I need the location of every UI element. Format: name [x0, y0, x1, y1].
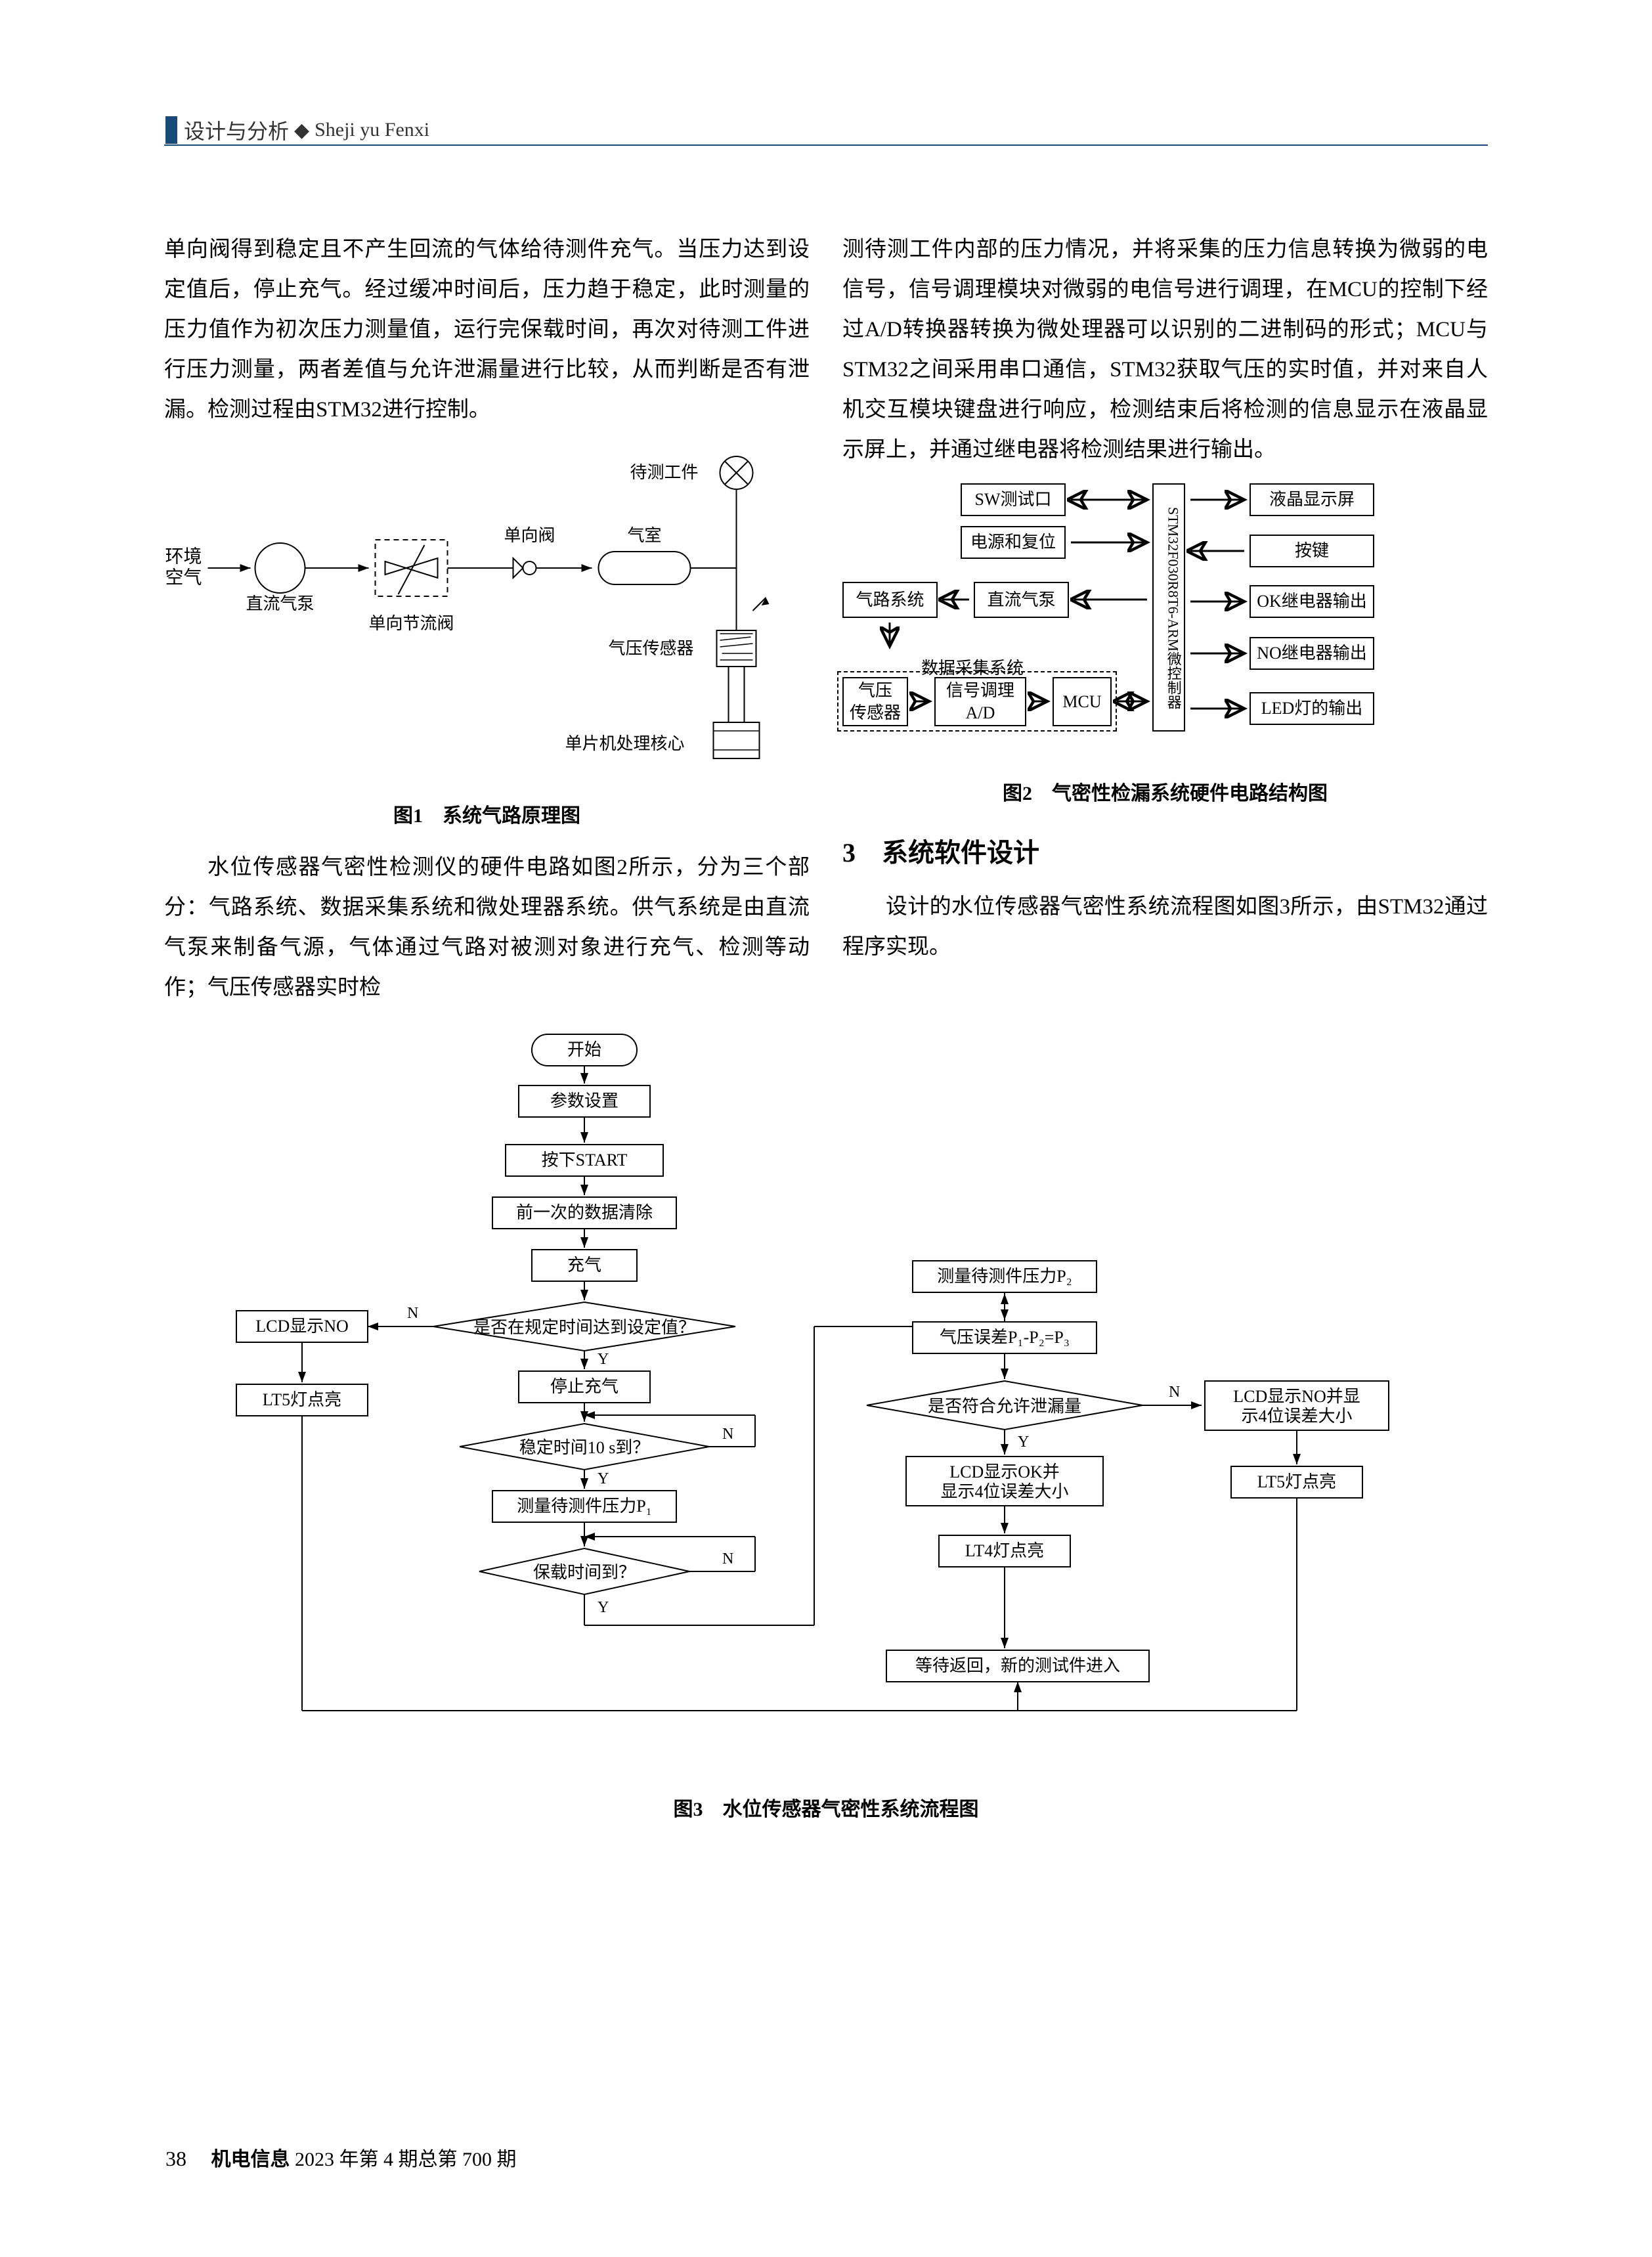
fig1-caption: 图1 系统气路原理图: [164, 798, 810, 835]
f3-hold: 保载时间到？: [533, 1563, 636, 1582]
svg-text:待测工件: 待测工件: [630, 463, 698, 482]
header-diamond: ◆: [294, 119, 309, 142]
fig2-led: LED灯的输出: [1250, 692, 1374, 725]
f3-p3: 气压误差P₁-P₂=P₃: [940, 1328, 1070, 1347]
f3-start: 开始: [567, 1040, 601, 1059]
fig2-stm32: STM32F030R8T6-ARM微控制器: [1160, 493, 1186, 723]
f3-stable: 稳定时间10 s到？: [519, 1438, 650, 1457]
col1-para1: 单向阀得到稳定且不产生回流的气体给待测件充气。当压力达到设定值后，停止充气。经过…: [164, 230, 810, 430]
header-rule: [164, 144, 1488, 146]
col2-para2: 设计的水位传感器气密性系统流程图如图3所示，由STM32通过程序实现。: [842, 887, 1488, 967]
svg-text:单向节流阀: 单向节流阀: [368, 614, 454, 633]
column-right: 测待测工件内部的压力情况，并将采集的压力信息转换为微弱的电信号，信号调理模块对微…: [842, 230, 1488, 1008]
column-left: 单向阀得到稳定且不产生回流的气体给待测件充气。当压力达到设定值后，停止充气。经过…: [164, 230, 810, 1008]
f3-n3: N: [722, 1550, 733, 1567]
f3-clear: 前一次的数据清除: [516, 1203, 653, 1222]
f3-n2: N: [722, 1426, 733, 1443]
svg-text:气压传感器: 气压传感器: [608, 639, 693, 658]
f3-y1: Y: [598, 1351, 609, 1368]
figure-2: SW测试口 电源和复位 气路系统 直流气泵 数据采集系统 气压 传感器 信号调理…: [842, 477, 1488, 766]
f3-y2: Y: [598, 1470, 609, 1487]
fig2-keys: 按键: [1250, 535, 1374, 567]
col1-para2: 水位传感器气密性检测仪的硬件电路如图2所示，分为三个部分：气路系统、数据采集系统…: [164, 848, 810, 1008]
svg-text:单片机处理核心: 单片机处理核心: [565, 734, 684, 753]
svg-text:直流气泵: 直流气泵: [246, 594, 314, 613]
fig3-caption: 图3 水位传感器气密性系统流程图: [164, 1793, 1488, 1822]
section-3-title: 3系统软件设计: [842, 829, 1488, 877]
f3-lcdok4a: LCD显示OK并: [949, 1462, 1060, 1481]
page-header: 设计与分析 ◆ Sheji yu Fenxi: [165, 115, 429, 145]
f3-lt4: LT4灯点亮: [965, 1541, 1044, 1560]
figure-3: 开始 参数设置 按下START 前一次的数据清除 充气 是否在规定时间达到设定值…: [164, 1028, 1488, 1783]
fig2-ok: OK继电器输出: [1250, 585, 1374, 618]
f3-allow: 是否符合允许泄漏量: [928, 1397, 1081, 1416]
col2-para1: 测待测工件内部的压力情况，并将采集的压力信息转换为微弱的电信号，信号调理模块对微…: [842, 230, 1488, 470]
header-section: 设计与分析: [184, 115, 289, 145]
f3-press: 按下START: [542, 1150, 628, 1170]
fig2-pump: 直流气泵: [974, 582, 1069, 618]
footer-issue: 2023 年第 4 期总第 700 期: [295, 2149, 517, 2170]
svg-text:空气: 空气: [165, 567, 202, 588]
header-accent-block: [165, 116, 177, 144]
fig2-sw: SW测试口: [961, 483, 1066, 516]
f3-lcdno: LCD显示NO: [255, 1317, 349, 1336]
f3-reach: 是否在规定时间达到设定值？: [473, 1318, 695, 1337]
figure-1: 环境 空气 直流气泵 单向节流阀: [164, 440, 810, 788]
page-footer: 38 机电信息 2023 年第 4 期总第 700 期: [165, 2143, 517, 2172]
section-3-title-text: 系统软件设计: [882, 838, 1039, 867]
f3-lt5l: LT5灯点亮: [263, 1390, 341, 1409]
f3-lcdno4a: LCD显示NO并显: [1233, 1387, 1360, 1406]
fig2-no: NO继电器输出: [1250, 637, 1374, 670]
f3-lcdno4b: 示4位误差大小: [1241, 1407, 1352, 1426]
header-pinyin: Sheji yu Fenxi: [315, 119, 429, 141]
f3-lt5r: LT5灯点亮: [1257, 1472, 1336, 1491]
fig2-pwr: 电源和复位: [961, 526, 1066, 559]
svg-text:气室: 气室: [627, 526, 661, 545]
svg-text:环境: 环境: [165, 546, 202, 567]
f3-n1: N: [407, 1305, 418, 1322]
f3-wait: 等待返回，新的测试件进入: [915, 1656, 1120, 1675]
f3-y3: Y: [598, 1599, 609, 1616]
f3-p1: 测量待测件压力P₁: [517, 1497, 652, 1516]
f3-stop: 停止充气: [550, 1377, 619, 1396]
f3-p2: 测量待测件压力P₂: [937, 1267, 1072, 1286]
f3-inflate: 充气: [567, 1256, 601, 1275]
fig2-gas: 气路系统: [842, 582, 938, 618]
f3-lcdok4b: 显示4位误差大小: [940, 1482, 1068, 1501]
f3-y4: Y: [1018, 1434, 1029, 1451]
fig2-caption: 图2 气密性检漏系统硬件电路结构图: [842, 776, 1488, 812]
f3-n4: N: [1169, 1384, 1180, 1401]
f3-param: 参数设置: [550, 1091, 619, 1110]
fig2-lcd: 液晶显示屏: [1250, 483, 1374, 516]
svg-text:单向阀: 单向阀: [504, 526, 555, 545]
footer-journal: 机电信息: [211, 2149, 290, 2170]
page-number: 38: [165, 2147, 186, 2170]
